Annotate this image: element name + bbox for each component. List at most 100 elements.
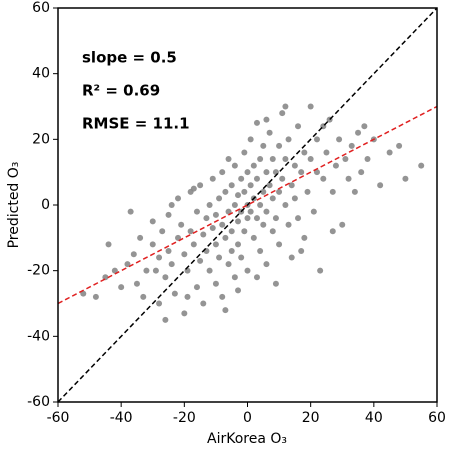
reference-line (57, 7, 438, 403)
point (165, 211, 172, 218)
point (348, 142, 355, 149)
point (225, 261, 232, 268)
point (386, 149, 393, 156)
point (235, 287, 242, 294)
point (295, 215, 302, 222)
point (181, 310, 188, 317)
point (181, 251, 188, 258)
point (342, 156, 349, 163)
point (266, 129, 273, 136)
point (124, 261, 131, 268)
point (250, 234, 257, 241)
point (228, 247, 235, 254)
point (282, 103, 289, 110)
point (228, 228, 235, 235)
point (272, 280, 279, 287)
point (253, 119, 260, 126)
point (149, 218, 156, 225)
point (307, 103, 314, 110)
point (244, 215, 251, 222)
point (143, 267, 150, 274)
point (231, 274, 238, 281)
point (269, 228, 276, 235)
point (178, 221, 185, 228)
point (206, 267, 213, 274)
annotation: RMSE = 11.1 (82, 115, 190, 133)
point (222, 188, 229, 195)
y-tick-label: -60 (27, 394, 50, 410)
x-tick-label: -40 (110, 410, 133, 426)
point (156, 254, 163, 261)
point (329, 228, 336, 235)
x-tick-label: 40 (365, 410, 383, 426)
point (168, 261, 175, 268)
point (329, 188, 336, 195)
point (175, 234, 182, 241)
point (159, 228, 166, 235)
point (301, 149, 308, 156)
point (105, 241, 112, 248)
point (320, 175, 327, 182)
point (276, 241, 283, 248)
point (222, 234, 229, 241)
point (257, 202, 264, 208)
point (92, 293, 99, 300)
point (298, 169, 305, 176)
point (260, 221, 267, 228)
point (111, 267, 118, 274)
y-tick-label: 40 (32, 66, 50, 82)
point (241, 149, 248, 156)
point (247, 208, 254, 215)
point (212, 241, 219, 248)
point (295, 123, 302, 130)
point (402, 175, 409, 182)
y-tick-label: 60 (32, 0, 50, 16)
x-tick-label: 0 (243, 410, 252, 426)
point (168, 202, 175, 208)
point (282, 156, 289, 163)
point (332, 162, 339, 169)
point (396, 142, 403, 149)
point (193, 284, 200, 291)
point (118, 284, 125, 291)
point (285, 136, 292, 143)
point (241, 228, 248, 235)
point (272, 215, 279, 222)
point (279, 175, 286, 182)
point (263, 261, 270, 268)
point (203, 215, 210, 222)
point (257, 156, 264, 163)
point (269, 156, 276, 163)
point (247, 136, 254, 143)
point (285, 221, 292, 228)
point (244, 267, 251, 274)
point (219, 169, 226, 176)
y-tick-label: -20 (27, 263, 50, 279)
y-axis-label: Predicted O₃ (6, 162, 22, 249)
point (228, 182, 235, 189)
point (263, 208, 270, 215)
point (130, 251, 137, 258)
point (200, 231, 207, 238)
point (313, 136, 320, 143)
point (377, 182, 384, 189)
point (263, 169, 270, 176)
point (231, 162, 238, 169)
y-tick-label: 20 (32, 131, 50, 147)
point (197, 257, 204, 264)
point (250, 162, 257, 169)
point (140, 293, 147, 300)
point (257, 247, 264, 254)
point (310, 208, 317, 215)
point (345, 175, 352, 182)
point (355, 129, 362, 136)
point (247, 182, 254, 189)
point (209, 175, 216, 182)
point (212, 211, 219, 218)
point (149, 241, 156, 248)
x-tick-label: 60 (428, 410, 446, 426)
point (361, 123, 368, 130)
point (291, 195, 298, 202)
point (241, 188, 248, 195)
point (351, 188, 358, 195)
